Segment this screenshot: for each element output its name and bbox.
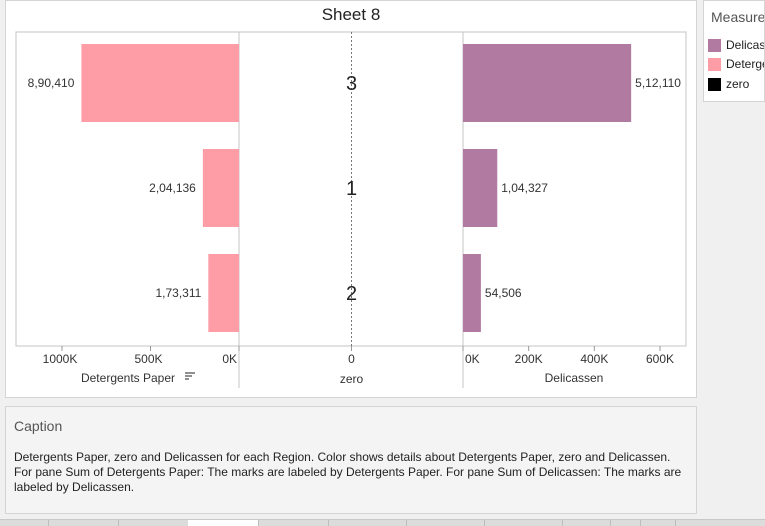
- sheet-tab[interactable]: [610, 520, 641, 526]
- data-label-detergents-paper: 8,90,410: [28, 76, 75, 90]
- sheet-title: Sheet 8: [321, 5, 381, 24]
- sheet-tab[interactable]: [640, 520, 676, 526]
- x-tick-label-delicassen: 400K: [580, 352, 608, 366]
- x-tick-label-delicassen: 200K: [515, 352, 543, 366]
- legend-panel: Measure Names Delicassen Detergents Pape…: [703, 0, 765, 102]
- legend-swatch-delicassen: [708, 38, 721, 52]
- caption-title: Caption: [14, 418, 63, 434]
- bar-delicassen: [463, 149, 498, 227]
- bar-delicassen: [463, 254, 481, 332]
- legend-item-delicassen[interactable]: Delicassen: [708, 37, 765, 53]
- legend-label-detergents-paper: Detergents Paper: [726, 57, 764, 71]
- x-tick-label-delicassen: 600K: [646, 352, 674, 366]
- sheet-tab[interactable]: [0, 520, 49, 526]
- legend-item-zero[interactable]: zero: [708, 76, 749, 92]
- sheet-tab[interactable]: [484, 520, 563, 526]
- sheet-tab[interactable]: [328, 520, 407, 526]
- sheet-tab[interactable]: [48, 520, 119, 526]
- bar-delicassen: [463, 44, 632, 122]
- x-tick-label-detergents-paper: 0K: [222, 352, 237, 366]
- sheet-tab-strip: [0, 519, 765, 526]
- sheet-tab-active[interactable]: [188, 520, 259, 526]
- sheet-tab[interactable]: [118, 520, 189, 526]
- legend-item-detergents-paper[interactable]: Detergents Paper: [708, 56, 764, 72]
- sheet-tab[interactable]: [258, 520, 329, 526]
- x-axis-title-zero: zero: [340, 372, 364, 386]
- bar-detergents-paper: [208, 254, 239, 332]
- x-tick-label-detergents-paper: 500K: [134, 352, 162, 366]
- region-label: 1: [346, 178, 357, 200]
- data-label-delicassen: 5,12,110: [635, 76, 681, 90]
- region-label: 2: [346, 283, 357, 305]
- legend-label-zero: zero: [726, 77, 750, 91]
- chart-area[interactable]: 8,90,410 3 5,12,110 2,04,136 1 1,04,327 1,73,3…: [0, 0, 700, 400]
- x-tick-label-detergents-paper: 1000K: [43, 352, 78, 366]
- bar-detergents-paper: [202, 149, 239, 227]
- legend-swatch-detergents-paper: [708, 57, 721, 71]
- caption-panel: Caption Detergents Paper, zero and Delic…: [5, 406, 697, 514]
- data-label-detergents-paper: 2,04,136: [149, 181, 196, 195]
- legend-swatch-zero: [708, 77, 721, 91]
- x-tick-label-delicassen: 0K: [465, 352, 480, 366]
- bar-detergents-paper: [81, 44, 239, 122]
- x-axis-title-delicassen: Delicassen: [545, 371, 604, 385]
- sheet-tab[interactable]: [406, 520, 485, 526]
- legend-label-delicassen: Delicassen: [726, 38, 765, 52]
- sheet-tab[interactable]: [562, 520, 611, 526]
- x-axis-title-detergents-paper: Detergents Paper: [81, 371, 175, 385]
- data-label-detergents-paper: 1,73,311: [155, 286, 201, 300]
- caption-text: Detergents Paper, zero and Delicassen fo…: [14, 450, 682, 494]
- legend-title: Measure Names: [711, 9, 765, 25]
- region-label: 3: [346, 73, 357, 95]
- data-label-delicassen: 1,04,327: [501, 181, 548, 195]
- data-label-delicassen: 54,506: [485, 286, 522, 300]
- x-tick-label-zero: 0: [348, 352, 355, 366]
